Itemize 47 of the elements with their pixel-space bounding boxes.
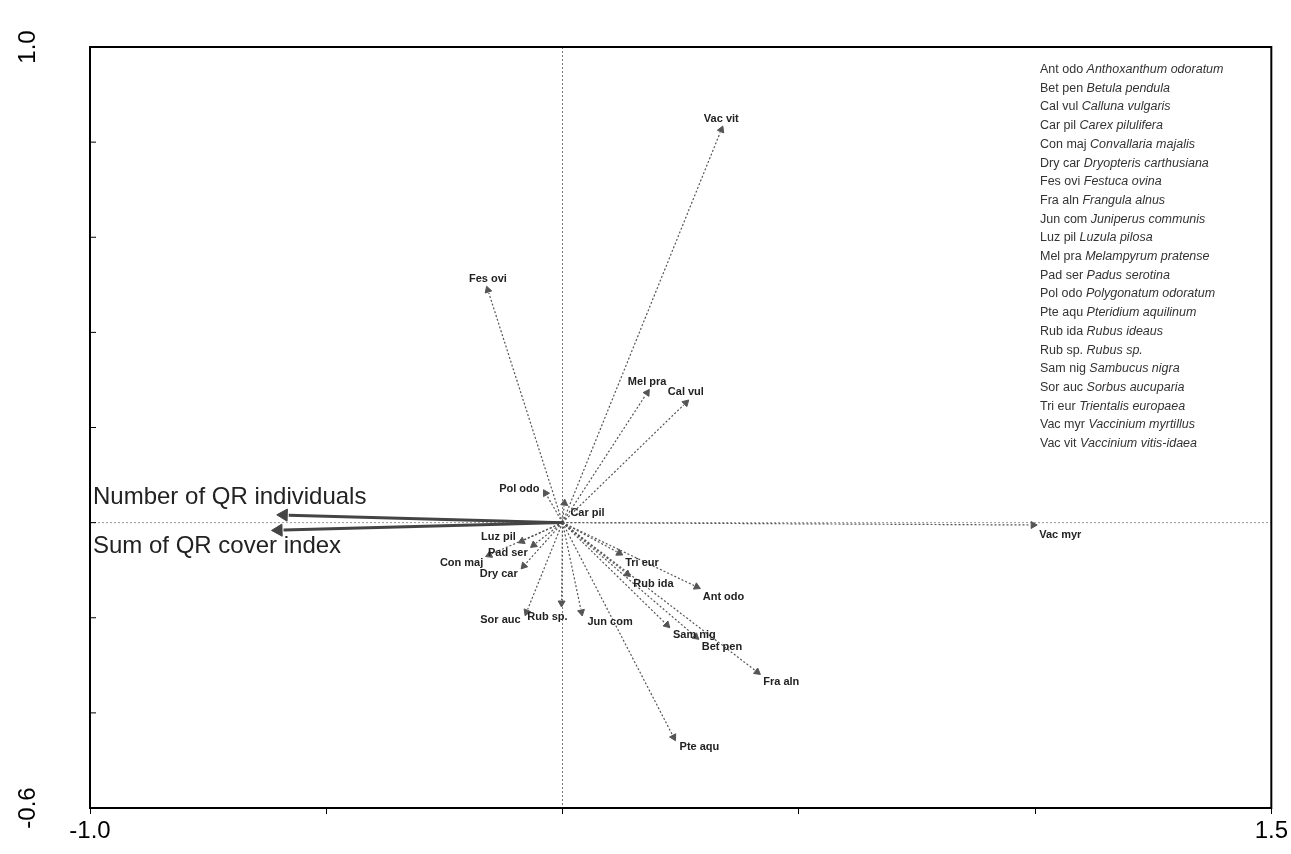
annotation: Number of QR individuals <box>93 481 367 509</box>
annotation: Bet pen <box>701 639 743 652</box>
annotation: Fra aln Frangula alnus <box>1040 192 1166 207</box>
annotation: Car pil <box>570 506 605 519</box>
annotation: Rub ida <box>633 577 675 590</box>
annotation: Mel pra <box>627 374 668 387</box>
annotation: Sam nig <box>672 627 716 640</box>
annotation: Bet pen Betula pendula <box>1040 80 1170 95</box>
annotation: Rub sp. Rubus sp. <box>1040 342 1143 357</box>
annotation: Vac myr Vaccinium myrtillus <box>1040 417 1195 432</box>
x-tick-label: -1.0 <box>69 816 111 844</box>
annotation: Luz pil <box>481 530 516 543</box>
y-tick-label: -0.6 <box>12 787 40 829</box>
annotation: Fes ovi Festuca ovina <box>1040 174 1162 189</box>
annotation: Rub sp. <box>527 610 568 623</box>
annotation: Car pil Carex pilulifera <box>1040 118 1163 133</box>
annotation: Sam nig Sambucus nigra <box>1040 361 1180 376</box>
annotation: Luz pil Luzula pilosa <box>1040 230 1153 245</box>
annotation: Vac vit Vaccinium vitis-idaea <box>1040 436 1198 451</box>
annotation: Jun com <box>587 615 633 628</box>
y-tick-label: 1.0 <box>12 30 40 64</box>
x-tick-label: 1.5 <box>1254 816 1289 844</box>
annotation: Sor auc Sorbus aucuparia <box>1040 379 1185 394</box>
annotation: Fra aln <box>763 675 800 687</box>
annotation: Ant odo <box>702 589 745 602</box>
annotation: Pte aqu <box>679 740 720 753</box>
annotation: Con maj Convallaria majalis <box>1040 136 1195 151</box>
annotation: Jun com Juniperus communis <box>1040 211 1206 226</box>
annotation: Pte aqu Pteridium aquilinum <box>1040 305 1197 320</box>
annotation: Sor auc <box>480 613 521 626</box>
annotation: Pad ser Padus serotina <box>1040 267 1170 282</box>
annotation: Vac myr <box>1039 528 1083 541</box>
annotation: Mel pra Melampyrum pratense <box>1040 249 1210 264</box>
annotation: Cal vul Calluna vulgaris <box>1040 99 1171 114</box>
annotation: Tri eur <box>625 556 660 569</box>
annotation: Rub ida Rubus ideaus <box>1040 323 1164 338</box>
annotation: Con maj <box>439 556 484 568</box>
annotation: Pad ser <box>487 546 529 559</box>
annotation: Fes ovi <box>468 272 507 285</box>
annotation: Pol odo <box>499 482 540 495</box>
annotation: Dry car Dryopteris carthusiana <box>1040 155 1209 170</box>
annotation: Tri eur Trientalis europaea <box>1040 398 1186 413</box>
annotation: Pol odo Polygonatum odoratum <box>1040 286 1216 301</box>
annotation: Ant odo Anthoxanthum odoratum <box>1040 62 1224 76</box>
annotation: Vac vit <box>703 111 740 124</box>
annotation: Sum of QR cover index <box>93 530 342 558</box>
annotation: Cal vul <box>667 384 704 397</box>
